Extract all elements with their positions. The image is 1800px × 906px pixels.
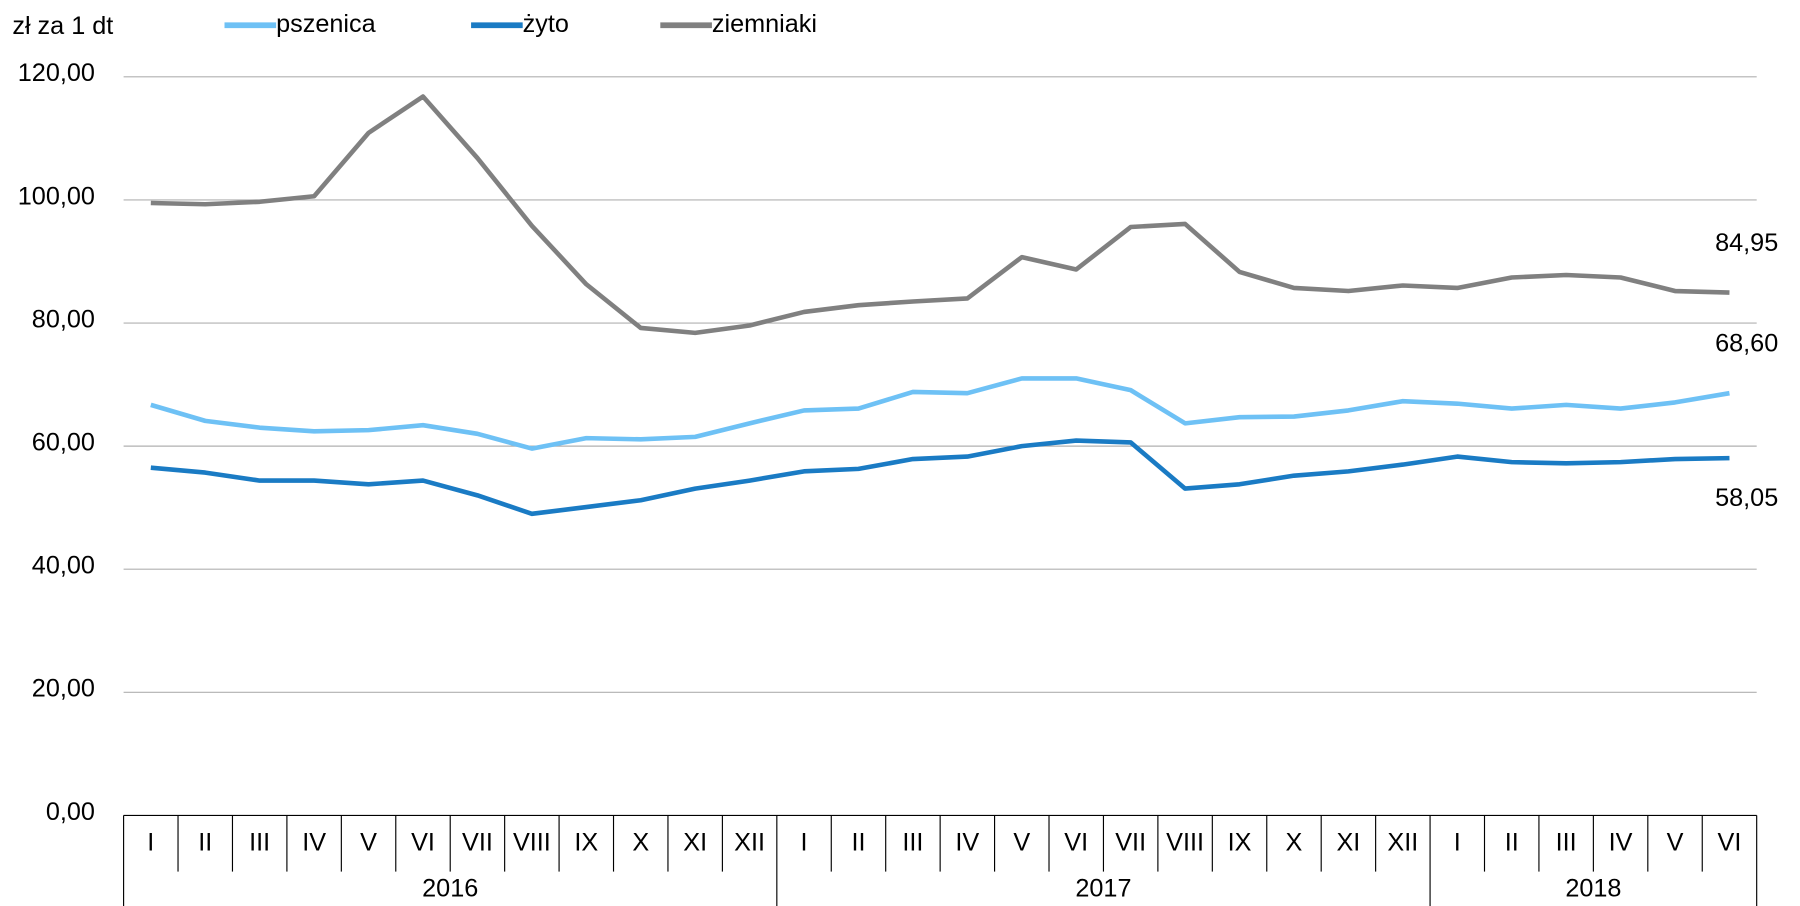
y-tick-label: 40,00 <box>32 552 95 580</box>
x-tick-label: VIII <box>1166 829 1204 857</box>
x-tick-label: XII <box>734 829 765 857</box>
data-label: 84,95 <box>1715 229 1778 257</box>
data-label: 58,05 <box>1715 484 1778 512</box>
x-tick-label: VIII <box>513 829 551 857</box>
x-tick-label: X <box>1286 829 1303 857</box>
x-tick-label: V <box>1013 829 1030 857</box>
x-tick-label: VII <box>462 829 493 857</box>
x-tick-label: VI <box>411 829 435 857</box>
y-tick-label: 80,00 <box>32 305 95 333</box>
series-line <box>150 376 1730 451</box>
x-tick-label: I <box>1454 829 1461 857</box>
x-group-label: 2018 <box>1565 875 1621 903</box>
legend-label: żyto <box>523 10 569 38</box>
x-tick-label: X <box>632 829 649 857</box>
x-tick-label: V <box>360 829 377 857</box>
y-tick-label: 0,00 <box>46 798 95 826</box>
x-tick-label: VI <box>1064 829 1088 857</box>
legend-label: ziemniaki <box>712 10 817 38</box>
x-tick-label: I <box>147 829 154 857</box>
legend-label: pszenica <box>276 10 377 38</box>
y-tick-label: 20,00 <box>32 675 95 703</box>
x-tick-label: VI <box>1718 829 1742 857</box>
series-line <box>150 438 1730 517</box>
y-tick-label: 120,00 <box>18 59 95 87</box>
x-tick-label: IX <box>574 829 598 857</box>
x-tick-label: IV <box>955 829 979 857</box>
series-line <box>150 94 1730 336</box>
x-tick-label: II <box>851 829 865 857</box>
x-group-label: 2017 <box>1075 875 1131 903</box>
data-label: 68,60 <box>1715 330 1778 358</box>
x-tick-label: XII <box>1387 829 1418 857</box>
y-axis-label: zł za 1 dt <box>12 12 113 40</box>
y-tick-label: 100,00 <box>18 182 95 210</box>
x-tick-label: I <box>801 829 808 857</box>
y-tick-label: 60,00 <box>32 428 95 456</box>
x-tick-label: IX <box>1228 829 1252 857</box>
x-tick-label: VII <box>1115 829 1146 857</box>
x-tick-label: III <box>249 829 270 857</box>
x-tick-label: II <box>1505 829 1519 857</box>
x-tick-label: XI <box>683 829 707 857</box>
x-tick-label: IV <box>302 829 326 857</box>
x-group-label: 2016 <box>422 875 478 903</box>
x-tick-label: XI <box>1336 829 1360 857</box>
x-tick-label: V <box>1667 829 1684 857</box>
x-tick-label: II <box>198 829 212 857</box>
x-tick-label: III <box>1556 829 1577 857</box>
x-tick-label: IV <box>1609 829 1633 857</box>
x-tick-label: III <box>902 829 923 857</box>
